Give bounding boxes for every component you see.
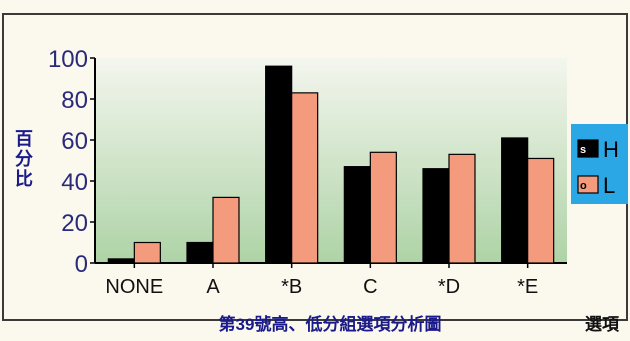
y-tick-label-0: 0 (75, 251, 88, 278)
x-axis-title: 第39號高、低分組選項分析圖 (219, 314, 442, 334)
x-tick-label-1: A (206, 276, 220, 298)
y-axis-title-char-1: 分 (15, 149, 33, 169)
y-tick-label-40: 40 (61, 169, 88, 196)
plot-area (95, 58, 567, 263)
x-tick-label-4: *D (438, 276, 460, 298)
bar-h-5 (501, 137, 529, 264)
footer-right-text: 選項 (585, 315, 620, 334)
y-axis-title-char-0: 百 (15, 129, 33, 149)
y-axis-title-char-2: 比 (15, 169, 33, 189)
bar-h-0 (107, 258, 135, 264)
x-tick-label-5: *E (517, 276, 538, 298)
bar-l-3 (369, 151, 397, 264)
legend-label-h: H (603, 137, 619, 162)
legend-marker-h: s (580, 144, 586, 156)
bar-l-0 (133, 241, 161, 264)
bar-l-2 (291, 92, 319, 264)
legend-swatch-l (577, 175, 599, 194)
bar-l-4 (448, 153, 476, 264)
bar-l-5 (527, 157, 555, 264)
legend-label-l: L (603, 173, 615, 198)
bar-l-1 (212, 196, 240, 264)
y-tick-label-100: 100 (48, 46, 88, 73)
legend-marker-l: o (580, 180, 587, 192)
bar-h-3 (343, 166, 371, 264)
bar-h-1 (186, 241, 214, 264)
bar-h-2 (265, 65, 293, 264)
x-tick-label-2: *B (281, 276, 302, 298)
bar-h-4 (422, 168, 450, 264)
y-tick-label-80: 80 (61, 87, 88, 114)
legend-swatch-h (577, 139, 599, 158)
x-tick-label-3: C (363, 276, 377, 298)
y-tick-label-60: 60 (61, 128, 88, 155)
y-tick-label-20: 20 (61, 210, 88, 237)
x-tick-label-0: NONE (105, 276, 163, 298)
